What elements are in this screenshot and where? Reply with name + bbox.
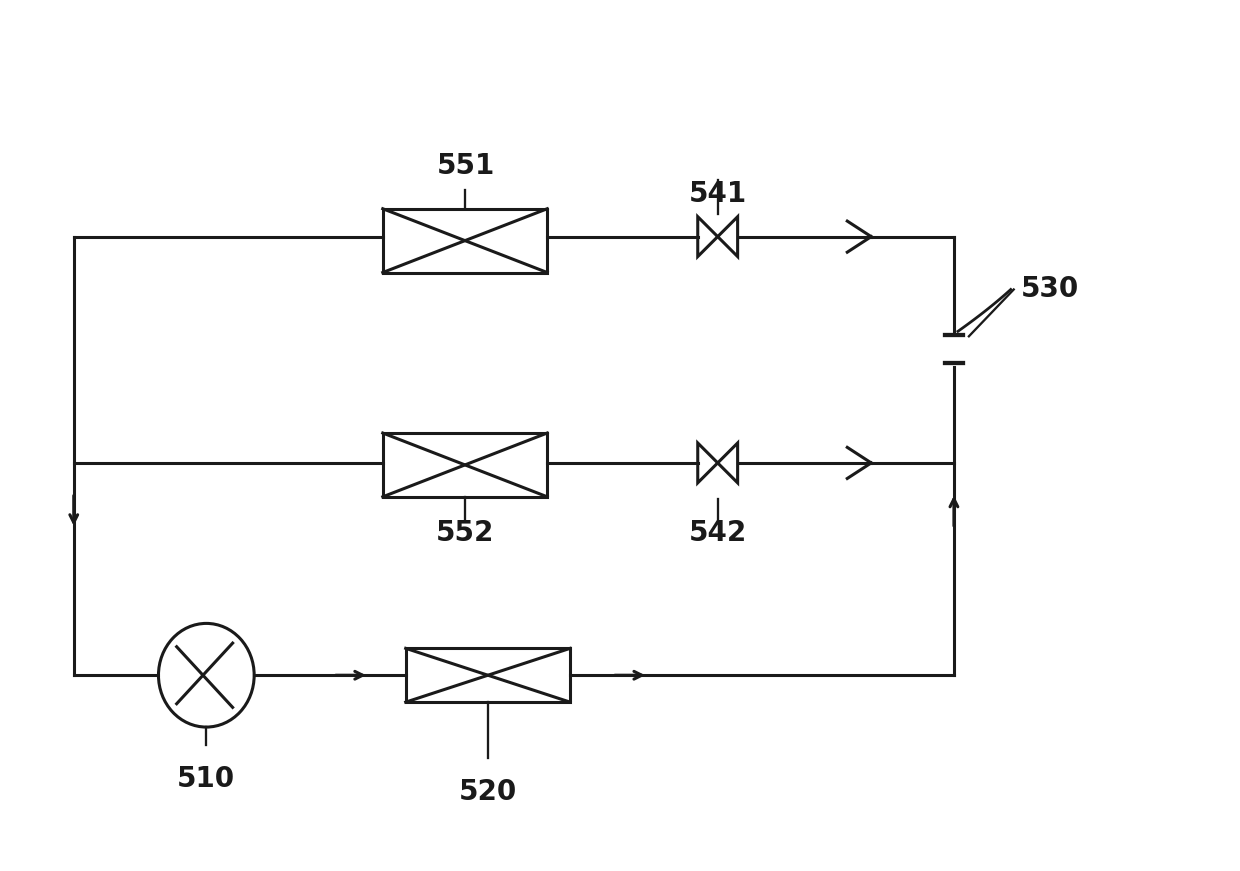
Text: 530: 530 — [1021, 275, 1079, 303]
Text: 541: 541 — [688, 179, 746, 208]
Text: 551: 551 — [436, 152, 495, 179]
Text: 520: 520 — [459, 778, 517, 806]
Text: 510: 510 — [177, 765, 236, 793]
Bar — [405, 648, 570, 702]
Bar — [383, 209, 547, 273]
Text: 542: 542 — [688, 519, 746, 547]
Bar — [383, 433, 547, 496]
Text: 552: 552 — [436, 519, 495, 547]
